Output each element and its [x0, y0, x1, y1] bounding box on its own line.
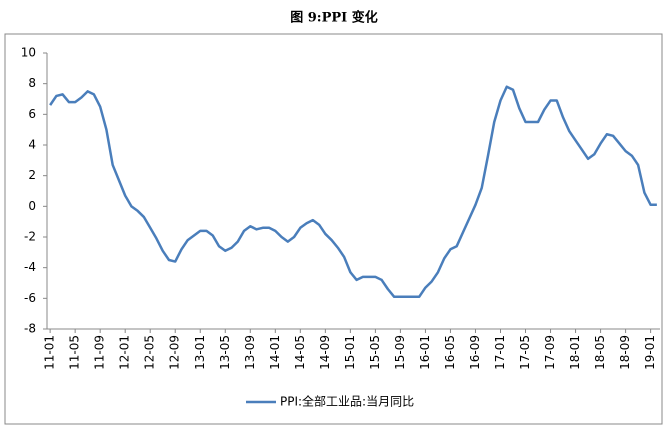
x-tick-label: 14-01	[268, 335, 282, 370]
x-tick-label: 17-05	[518, 335, 532, 370]
x-tick-label: 18-09	[618, 335, 632, 370]
y-tick-label: -4	[24, 260, 36, 274]
x-tick-label: 19-01	[643, 335, 657, 370]
y-tick-label: 0	[28, 199, 36, 213]
y-tick-label: 4	[28, 138, 36, 152]
x-tick-label: 11-05	[68, 335, 82, 370]
x-tick-label: 16-01	[418, 335, 432, 370]
chart-frame	[4, 33, 663, 425]
x-tick-label: 12-05	[143, 335, 157, 370]
x-tick-label: 13-09	[243, 335, 257, 370]
chart-title: 图 9:PPI 变化	[290, 10, 378, 26]
x-tick-label: 12-01	[118, 335, 132, 370]
x-tick-label: 13-01	[193, 335, 207, 370]
x-tick-label: 18-01	[568, 335, 582, 370]
y-tick-label: 10	[21, 46, 36, 60]
x-tick-label: 11-09	[93, 335, 107, 370]
x-tick-label: 16-05	[443, 335, 457, 370]
x-tick-label: 15-09	[393, 335, 407, 370]
x-tick-label: 15-01	[343, 335, 357, 370]
x-tick-label: 16-09	[468, 335, 482, 370]
y-tick-label: 6	[28, 107, 36, 121]
y-tick-label: 2	[28, 168, 36, 182]
x-tick-label: 18-05	[593, 335, 607, 370]
x-tick-label: 14-09	[318, 335, 332, 370]
x-tick-label: 11-01	[43, 335, 57, 370]
x-tick-label: 14-05	[293, 335, 307, 370]
y-tick-label: -2	[24, 230, 36, 244]
legend-label: PPI:全部工业品:当月同比	[280, 394, 414, 409]
x-tick-label: 12-09	[168, 335, 182, 370]
y-tick-label: -8	[24, 322, 36, 336]
data-line	[49, 85, 657, 299]
x-tick-label: 15-05	[368, 335, 382, 370]
y-tick-label: 8	[28, 76, 36, 90]
x-tick-label: 17-09	[543, 335, 557, 370]
x-tick-label: 17-01	[493, 335, 507, 370]
x-tick-label: 13-05	[218, 335, 232, 370]
y-tick-label: -6	[24, 291, 36, 305]
